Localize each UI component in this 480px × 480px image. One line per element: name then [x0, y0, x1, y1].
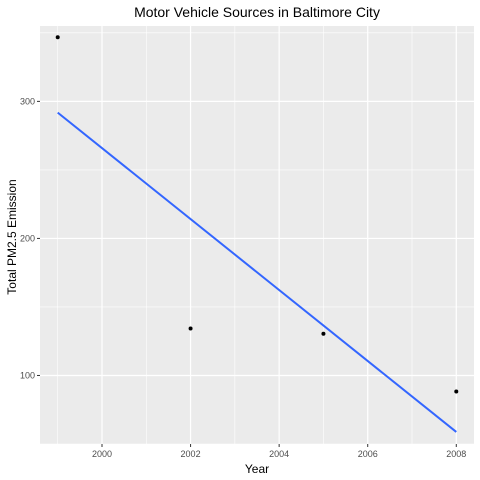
- axis-tick-labels: 2000 2002 2004 2006 2008 100 200 300: [20, 96, 466, 459]
- x-tick-label: 2002: [181, 449, 201, 459]
- x-axis-label: Year: [245, 462, 269, 476]
- y-tick-label: 200: [20, 233, 35, 243]
- trend-line: [57, 111, 457, 433]
- y-tick-label: 300: [20, 96, 35, 106]
- axis-ticks: [37, 100, 457, 447]
- data-point: [454, 389, 459, 394]
- data-points: [55, 35, 459, 394]
- minor-gridlines: [40, 26, 474, 445]
- data-point: [188, 326, 193, 331]
- y-axis-label: Total PM2.5 Emission: [5, 179, 19, 294]
- major-gridlines: [40, 26, 474, 444]
- plot-panel: [40, 26, 474, 444]
- data-point: [55, 35, 60, 40]
- x-tick-label: 2008: [446, 449, 466, 459]
- chart-title: Motor Vehicle Sources in Baltimore City: [134, 4, 380, 20]
- x-tick-label: 2004: [269, 449, 289, 459]
- y-tick-label: 100: [20, 370, 35, 380]
- data-point: [321, 331, 326, 336]
- x-tick-label: 2000: [92, 449, 112, 459]
- x-tick-label: 2006: [358, 449, 378, 459]
